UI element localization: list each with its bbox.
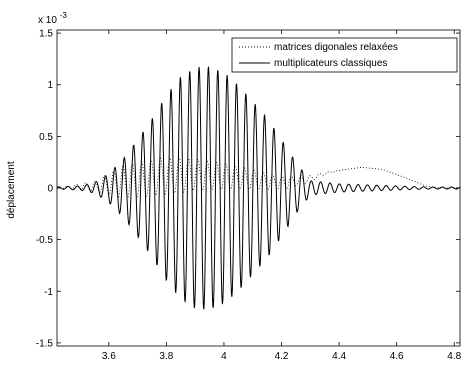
- y-tick-label: -1: [44, 287, 53, 298]
- legend-box: [231, 37, 458, 73]
- legend: matrices digonales relaxées multiplicate…: [231, 37, 458, 73]
- series-line-solid: [56, 66, 461, 310]
- y-tick-label: 1: [47, 80, 53, 91]
- x-tick-label: 3.6: [102, 351, 116, 362]
- y-exponent-base: x 10: [38, 15, 57, 26]
- x-tick-label: 3.8: [159, 351, 173, 362]
- y-axis-label: déplacement: [6, 161, 17, 218]
- y-exponent-power: -3: [60, 11, 68, 20]
- legend-label-solid: multiplicateurs classiques: [274, 58, 387, 69]
- legend-label-dotted: matrices digonales relaxées: [274, 42, 398, 53]
- x-tick-label: 4.4: [332, 351, 346, 362]
- series-line-dotted: [56, 156, 460, 199]
- x-tick-label: 4: [221, 351, 227, 362]
- y-tick-label: -1.5: [36, 338, 54, 349]
- x-tick-label: 4.8: [447, 351, 461, 362]
- y-tick-label: -0.5: [36, 235, 54, 246]
- y-tick-label: 1.5: [39, 29, 53, 40]
- plot-area: [56, 66, 461, 310]
- x-tick-label: 4.2: [275, 351, 289, 362]
- y-tick-label: 0: [47, 184, 53, 195]
- x-tick-label: 4.6: [390, 351, 404, 362]
- y-exponent-label: x 10 -3: [38, 11, 67, 26]
- axes: 3.6 3.8 4 4.2 4.4 4.6 4.8 -1.5 -1 -0.5 0 0.5 1 1.5: [36, 29, 462, 362]
- y-tick-label: 0.5: [39, 132, 53, 143]
